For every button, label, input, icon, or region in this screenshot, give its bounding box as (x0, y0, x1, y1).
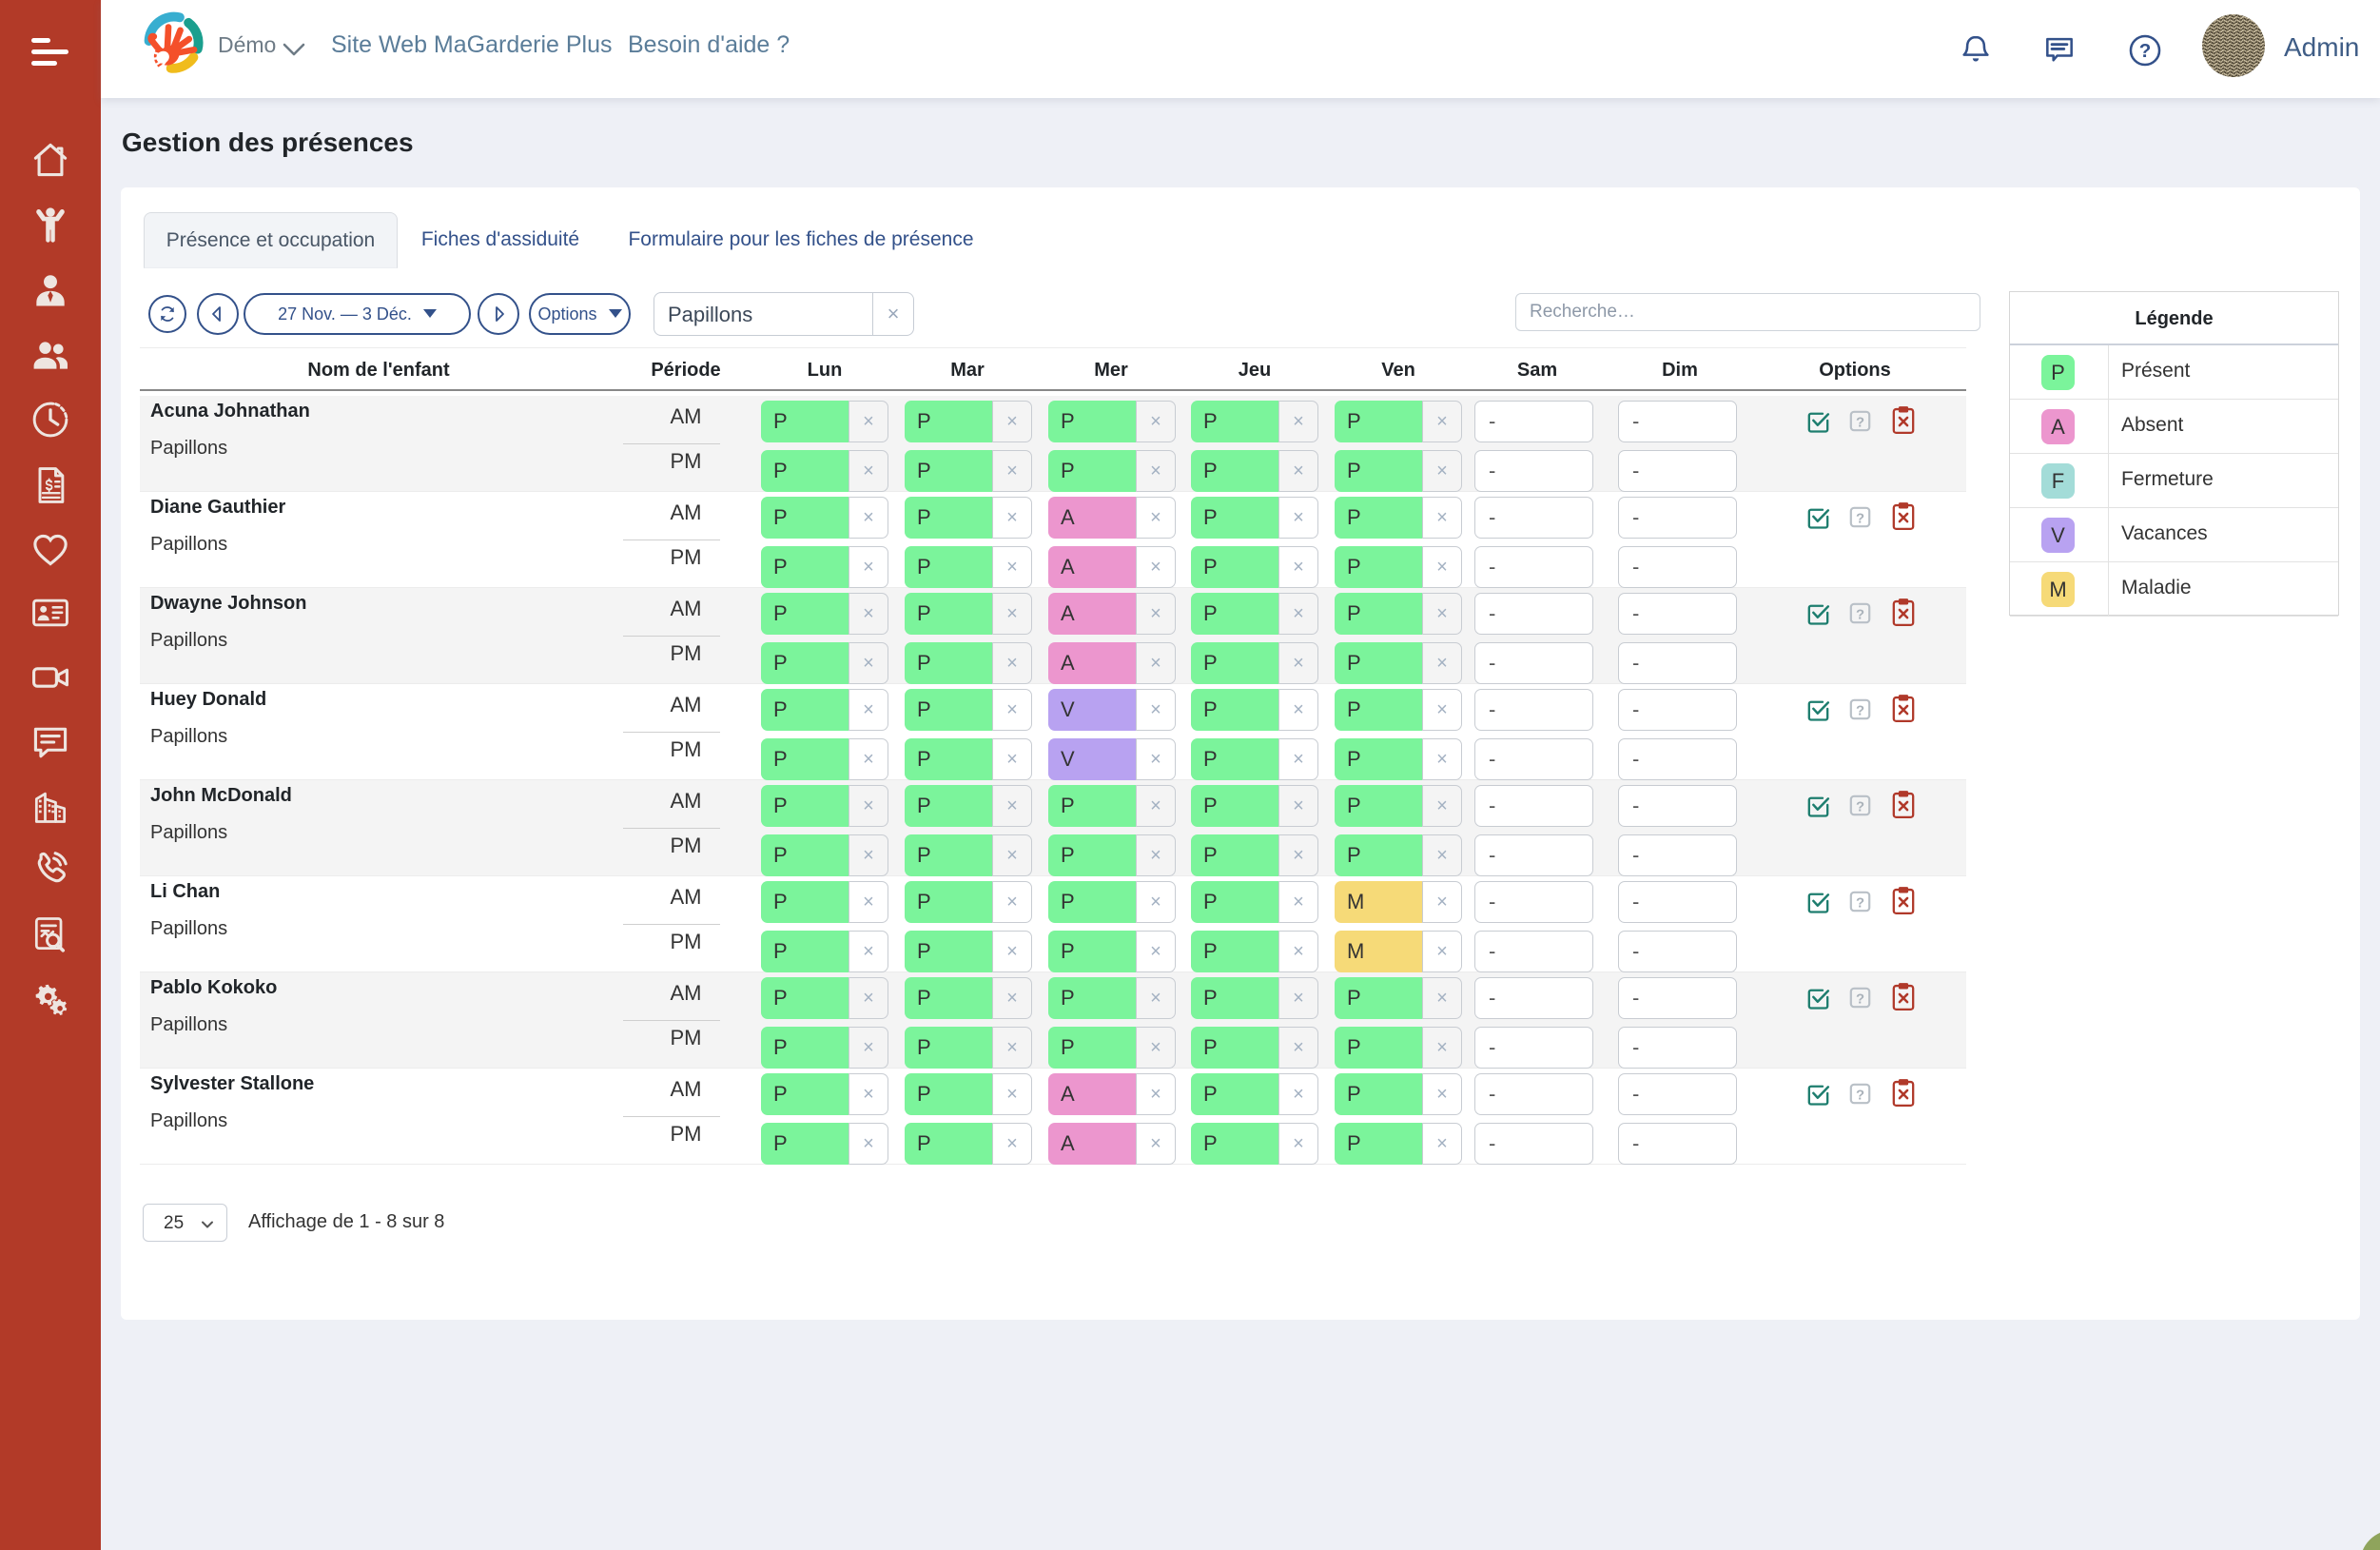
svg-text:?: ? (1856, 991, 1864, 1007)
svg-text:?: ? (2139, 40, 2152, 62)
svg-text:?: ? (1856, 607, 1864, 622)
svg-text:?: ? (1856, 895, 1864, 911)
svg-text:?: ? (1856, 415, 1864, 430)
svg-text:?: ? (1856, 511, 1864, 526)
svg-text:?: ? (1856, 703, 1864, 718)
svg-text:?: ? (1856, 799, 1864, 814)
svg-text:?: ? (1856, 1088, 1864, 1103)
